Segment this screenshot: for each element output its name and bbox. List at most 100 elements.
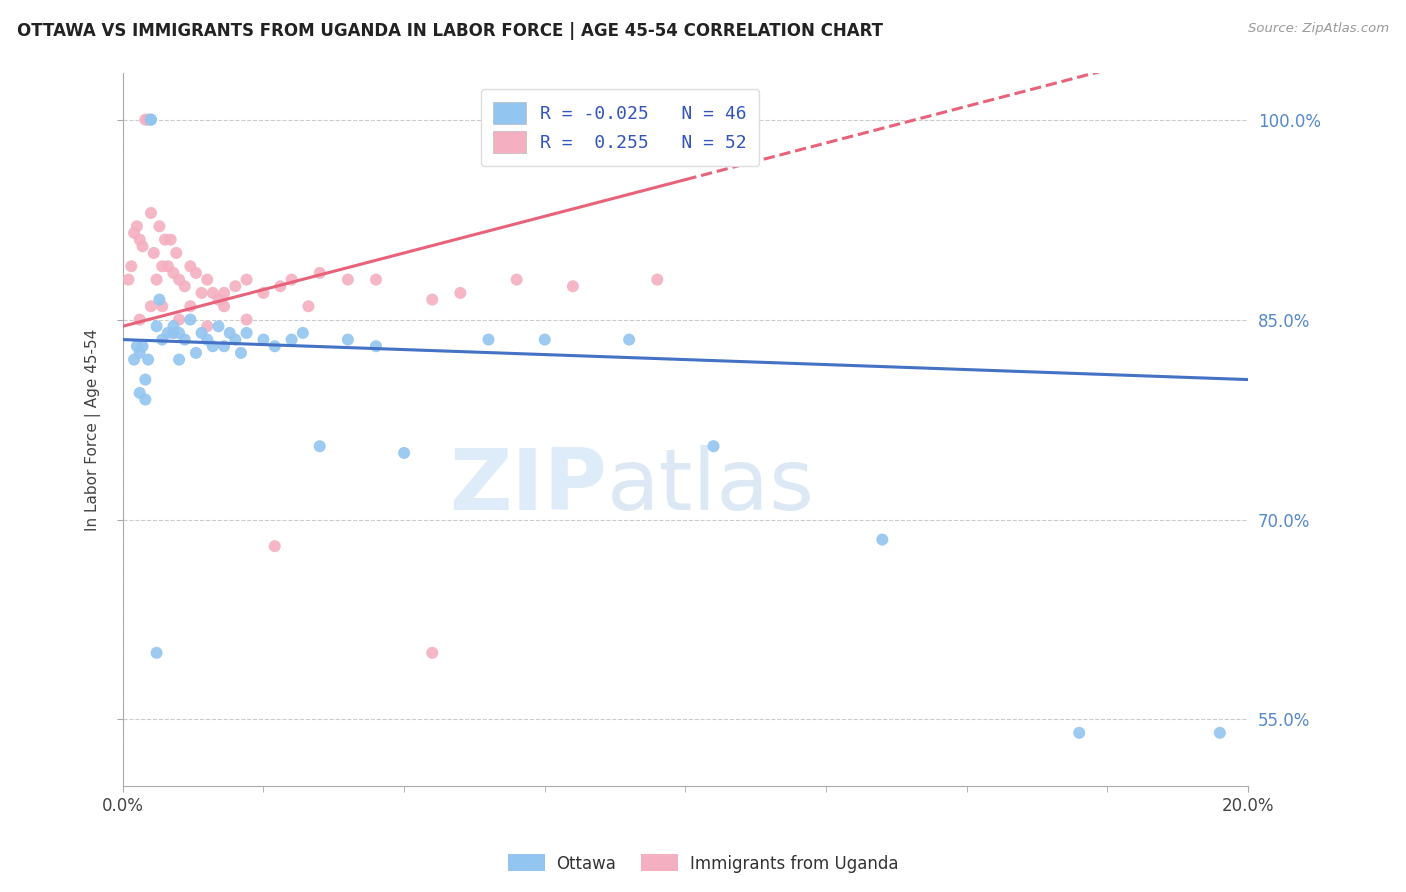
Point — [617, 333, 640, 347]
Point — [263, 539, 285, 553]
Point — [190, 326, 212, 340]
Point — [167, 272, 190, 286]
Point — [128, 312, 150, 326]
Point — [145, 646, 167, 660]
Point — [134, 373, 156, 387]
Point — [533, 333, 555, 347]
Point — [291, 326, 314, 340]
Point — [120, 260, 142, 274]
Point — [145, 319, 167, 334]
Point — [159, 233, 181, 247]
Point — [201, 339, 224, 353]
Text: Source: ZipAtlas.com: Source: ZipAtlas.com — [1249, 22, 1389, 36]
Point — [195, 333, 218, 347]
Point — [252, 333, 274, 347]
Point — [167, 326, 190, 340]
Point — [122, 352, 145, 367]
Point — [308, 439, 330, 453]
Point — [153, 233, 176, 247]
Point — [148, 219, 170, 234]
Point — [263, 339, 285, 353]
Point — [252, 285, 274, 300]
Point — [179, 260, 201, 274]
Point — [212, 339, 235, 353]
Point — [190, 285, 212, 300]
Text: atlas: atlas — [606, 445, 814, 528]
Point — [505, 272, 527, 286]
Point — [165, 246, 187, 260]
Point — [131, 339, 153, 353]
Point — [201, 285, 224, 300]
Point — [218, 326, 240, 340]
Point — [179, 312, 201, 326]
Point — [122, 226, 145, 240]
Point — [156, 326, 179, 340]
Point — [224, 333, 246, 347]
Point — [224, 279, 246, 293]
Point — [162, 319, 184, 334]
Point — [235, 312, 257, 326]
Point — [139, 112, 162, 127]
Point — [872, 533, 894, 547]
Point — [297, 299, 319, 313]
Point — [128, 346, 150, 360]
Point — [139, 112, 162, 127]
Point — [131, 239, 153, 253]
Point — [1209, 726, 1232, 740]
Point — [150, 333, 173, 347]
Point — [477, 333, 499, 347]
Legend: R = -0.025   N = 46, R =  0.255   N = 52: R = -0.025 N = 46, R = 0.255 N = 52 — [481, 89, 759, 166]
Point — [184, 266, 207, 280]
Point — [167, 352, 190, 367]
Legend: Ottawa, Immigrants from Uganda: Ottawa, Immigrants from Uganda — [502, 847, 904, 880]
Point — [150, 299, 173, 313]
Point — [162, 326, 184, 340]
Point — [336, 272, 359, 286]
Point — [125, 219, 148, 234]
Point — [207, 293, 229, 307]
Point — [184, 346, 207, 360]
Point — [280, 272, 302, 286]
Point — [195, 319, 218, 334]
Point — [167, 312, 190, 326]
Point — [125, 339, 148, 353]
Point — [139, 299, 162, 313]
Point — [1069, 726, 1091, 740]
Point — [156, 260, 179, 274]
Point — [148, 293, 170, 307]
Point — [128, 385, 150, 400]
Point — [117, 272, 139, 286]
Point — [207, 319, 229, 334]
Point — [162, 326, 184, 340]
Point — [235, 326, 257, 340]
Point — [336, 333, 359, 347]
Point — [128, 233, 150, 247]
Point — [212, 285, 235, 300]
Point — [195, 272, 218, 286]
Point — [173, 333, 195, 347]
Y-axis label: In Labor Force | Age 45-54: In Labor Force | Age 45-54 — [86, 328, 101, 531]
Point — [212, 299, 235, 313]
Point — [364, 339, 387, 353]
Point — [136, 112, 159, 127]
Point — [173, 279, 195, 293]
Point — [142, 246, 165, 260]
Point — [134, 392, 156, 407]
Text: OTTAWA VS IMMIGRANTS FROM UGANDA IN LABOR FORCE | AGE 45-54 CORRELATION CHART: OTTAWA VS IMMIGRANTS FROM UGANDA IN LABO… — [17, 22, 883, 40]
Point — [150, 260, 173, 274]
Point — [392, 446, 415, 460]
Point — [280, 333, 302, 347]
Point — [645, 272, 668, 286]
Point — [179, 299, 201, 313]
Text: ZIP: ZIP — [449, 445, 606, 528]
Point — [229, 346, 252, 360]
Point — [145, 272, 167, 286]
Point — [449, 285, 471, 300]
Point — [364, 272, 387, 286]
Point — [702, 439, 724, 453]
Point — [308, 266, 330, 280]
Point — [561, 279, 583, 293]
Point — [235, 272, 257, 286]
Point — [139, 206, 162, 220]
Point — [134, 112, 156, 127]
